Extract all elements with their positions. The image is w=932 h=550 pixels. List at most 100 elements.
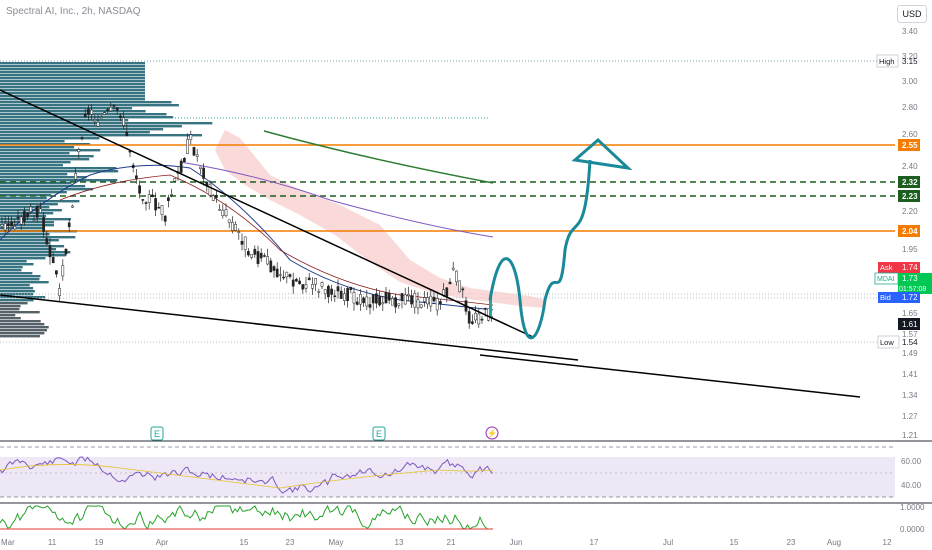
mfi-axis: 1.0000 0.0000	[900, 503, 925, 534]
candle-body	[279, 274, 282, 276]
candle-body	[403, 294, 407, 305]
candle-body	[109, 106, 113, 112]
time-tick-label: 15	[730, 538, 739, 547]
candle-body	[19, 216, 23, 225]
svg-text:1.41: 1.41	[902, 370, 918, 379]
volume-profile-bar	[0, 182, 72, 185]
candle-body	[384, 292, 388, 304]
volume-profile-bar	[0, 245, 65, 248]
candle-body	[144, 202, 148, 204]
candle-body	[307, 277, 311, 281]
candle-body	[458, 280, 461, 293]
volume-profile-bar	[0, 263, 34, 266]
candle-body	[407, 293, 410, 296]
svg-text:2.23: 2.23	[902, 192, 918, 201]
volume-profile-bar	[0, 293, 34, 296]
candle-body	[211, 195, 215, 201]
candle-body	[240, 240, 244, 245]
level-label-2-32: 2.32	[898, 176, 920, 188]
volume-profile-bar	[0, 314, 16, 317]
volume-profile-bar	[0, 260, 27, 263]
volume-profile-bar	[0, 317, 21, 320]
candle-body	[83, 114, 87, 118]
volume-profile-bar	[0, 152, 70, 155]
volume-profile-bar	[0, 302, 28, 305]
candle-body	[221, 209, 225, 217]
candle-body	[480, 318, 484, 321]
candle-body	[237, 231, 241, 234]
svg-text:High: High	[879, 57, 894, 66]
candle-body	[170, 194, 173, 196]
candle-body	[71, 205, 74, 208]
time-tick-label: 19	[95, 538, 104, 547]
candle-body	[426, 297, 429, 305]
candle-body	[339, 290, 343, 299]
candle-body	[77, 149, 81, 153]
candle-body	[243, 236, 247, 250]
candle-body	[208, 184, 212, 196]
candle-body	[87, 108, 90, 115]
volume-profile-bar	[0, 128, 164, 131]
candle-body	[227, 219, 231, 223]
candle-body	[471, 321, 474, 324]
candle-body	[355, 301, 359, 305]
time-tick-label: Jul	[663, 538, 673, 547]
candle-body	[29, 206, 33, 212]
volume-profile-bar	[0, 80, 145, 83]
candle-body	[96, 121, 100, 127]
candle-body	[419, 304, 423, 308]
candle-body	[256, 251, 260, 264]
candle-body	[410, 295, 413, 305]
candle-body	[195, 154, 199, 157]
candle-body	[55, 270, 58, 275]
volume-profile-bar	[0, 86, 145, 89]
event-dividend[interactable]: ⚡	[485, 426, 499, 440]
level-label-2-04: 2.04	[898, 225, 920, 237]
svg-text:1.74: 1.74	[902, 263, 918, 272]
candle-body	[368, 304, 372, 308]
volume-profile-bar	[0, 284, 30, 287]
volume-profile-bar	[0, 161, 71, 164]
candle-body	[304, 284, 308, 289]
volume-profile-bar	[0, 167, 117, 170]
volume-profile-bar	[0, 146, 75, 149]
volume-profile-bar	[0, 95, 145, 98]
candle-body	[439, 301, 442, 304]
candle-body	[74, 173, 77, 180]
candle-body	[455, 270, 458, 283]
volume-profile-bar	[0, 149, 101, 152]
candle-body	[93, 119, 97, 122]
candle-body	[167, 197, 170, 201]
event-earnings-2[interactable]: E	[372, 426, 386, 441]
candle-body	[7, 223, 10, 226]
trendline-upper	[0, 89, 534, 338]
candle-body	[147, 194, 151, 203]
candle-body	[13, 226, 17, 230]
candle-body	[48, 245, 52, 258]
candle-body	[112, 104, 116, 107]
candle-body	[215, 194, 218, 198]
candle-body	[151, 194, 154, 197]
ma-long-green	[263, 130, 494, 184]
volume-profile-bar	[0, 254, 67, 257]
volume-profile-bar	[0, 287, 34, 290]
candle-body	[343, 293, 346, 301]
candle-body	[64, 248, 68, 255]
volume-profile-bar	[0, 116, 174, 119]
currency-button[interactable]: USD	[897, 5, 927, 23]
volume-profile-bar	[0, 113, 167, 116]
candlesticks	[0, 102, 493, 329]
level-label-2-23: 2.23	[898, 190, 920, 202]
candle-body	[61, 265, 65, 277]
svg-text:Bid: Bid	[880, 293, 891, 302]
candle-body	[247, 251, 250, 256]
event-earnings-1[interactable]: E	[150, 426, 164, 441]
candle-body	[199, 166, 202, 169]
candle-body	[397, 303, 401, 306]
rsi-band	[0, 457, 895, 497]
volume-profile-bar	[0, 143, 90, 146]
candle-body	[26, 212, 29, 218]
candle-body	[10, 221, 13, 227]
candle-body	[387, 293, 391, 301]
candle-body	[163, 215, 167, 222]
